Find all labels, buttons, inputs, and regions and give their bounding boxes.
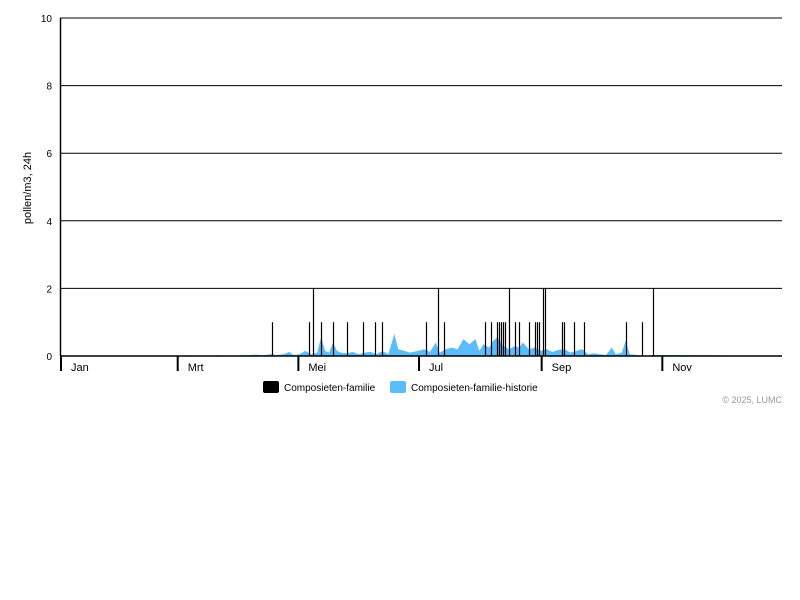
- legend-swatch-composieten-familie: [263, 381, 279, 393]
- x-tick-label: Sep: [552, 362, 572, 374]
- y-tick-label: 8: [46, 82, 52, 93]
- y-tick-label: 4: [46, 217, 52, 228]
- axes: 0 2 4 6 8 10 Jan Mrt Mei Jul Sep Nov: [41, 14, 782, 374]
- gridlines: [60, 17, 782, 357]
- y-axis-label: pollen/m3, 24h: [22, 152, 34, 224]
- history-area-path: [60, 334, 781, 356]
- x-tick-label: Mrt: [188, 362, 204, 374]
- y-tick-label: 0: [46, 352, 52, 363]
- legend-label-composieten-familie: Composieten-familie: [284, 383, 376, 394]
- x-tick-label: Jan: [71, 362, 89, 374]
- x-tick-label: Mei: [308, 362, 326, 374]
- measurement-bars: [271, 288, 655, 356]
- legend: Composieten-familie Composieten-familie-…: [263, 381, 538, 394]
- credit-text[interactable]: © 2025, LUMC: [722, 395, 782, 405]
- y-tick-label: 6: [46, 149, 52, 160]
- y-tick-label: 2: [46, 284, 52, 295]
- legend-swatch-composieten-familie-historie: [390, 381, 406, 393]
- y-tick-label: 10: [41, 14, 53, 25]
- legend-item-composieten-familie[interactable]: Composieten-familie: [263, 381, 376, 394]
- x-tick-label: Jul: [429, 362, 443, 374]
- history-area: [60, 334, 781, 356]
- legend-label-composieten-familie-historie: Composieten-familie-historie: [411, 383, 538, 394]
- legend-item-composieten-familie-historie[interactable]: Composieten-familie-historie: [390, 381, 538, 394]
- x-tick-label: Nov: [672, 362, 692, 374]
